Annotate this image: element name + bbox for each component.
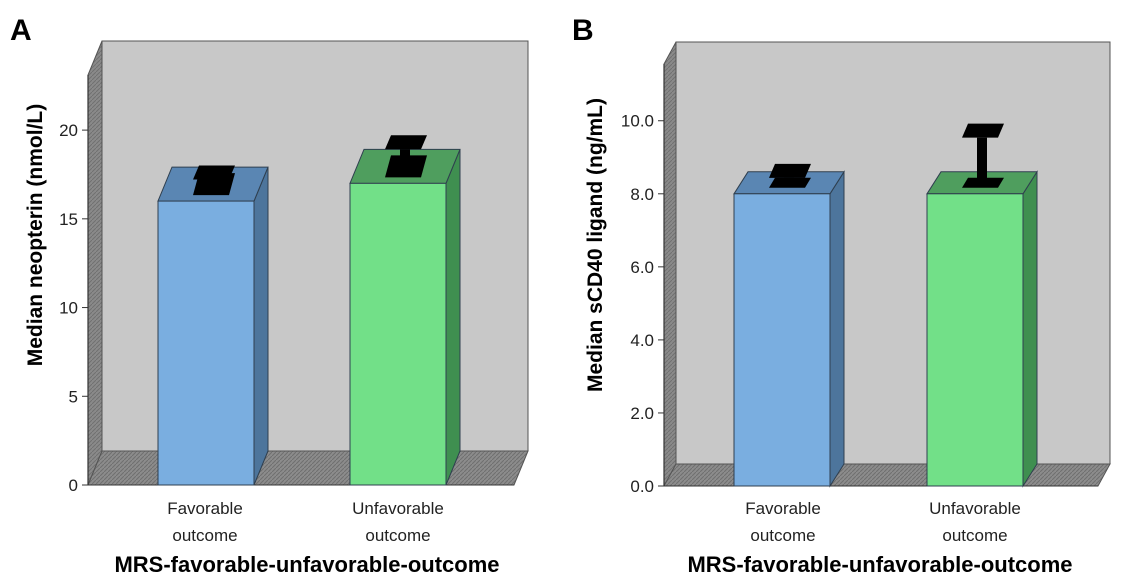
y-tick-label: 20 <box>59 121 78 140</box>
bar-side <box>253 166 269 486</box>
error-cap <box>193 165 235 180</box>
bar-1 <box>349 135 461 486</box>
x-axis-title-a: MRS-favorable-unfavorable-outcome <box>114 552 499 577</box>
x-axis-title-b: MRS-favorable-unfavorable-outcome <box>687 552 1072 577</box>
error-stem <box>977 137 987 183</box>
panel-label-a: A <box>10 14 32 47</box>
error-cap <box>769 163 811 178</box>
chart-a-marks <box>87 40 529 486</box>
error-cap <box>962 123 1004 138</box>
chart-panel-b: B 0.0 2.0 4.0 6.0 8.0 10.0 Favorable outcome Un… <box>572 14 1111 577</box>
y-tick-label: 5 <box>69 387 78 406</box>
x-category-label: Favorable <box>745 499 821 518</box>
error-base <box>769 177 811 188</box>
x-category-label: outcome <box>942 526 1007 545</box>
y-tick-label: 8.0 <box>630 185 654 204</box>
error-bar <box>769 163 811 188</box>
y-tick-label: 6.0 <box>630 258 654 277</box>
bar-side <box>1022 170 1038 488</box>
bar-front <box>926 193 1024 487</box>
bar-0 <box>157 165 269 486</box>
floor <box>663 463 1111 487</box>
x-category-label: Favorable <box>167 499 243 518</box>
chart-b-ticks: 0.0 2.0 4.0 6.0 8.0 10.0 <box>621 112 664 496</box>
bar-side <box>829 170 845 488</box>
error-cap <box>385 135 427 150</box>
error-bar <box>385 135 427 178</box>
y-tick-label: 4.0 <box>630 331 654 350</box>
y-axis-title-a: Median neopterin (nmol/L) <box>24 104 47 367</box>
x-category-label: Unfavorable <box>929 499 1021 518</box>
y-tick-label: 0.0 <box>630 477 654 496</box>
error-bar <box>193 165 235 196</box>
bar-front <box>349 182 447 486</box>
floor <box>87 450 529 486</box>
side-wall <box>87 40 103 486</box>
chart-b-categories: Favorable outcome Unfavorable outcome <box>745 499 1021 545</box>
y-tick-label: 15 <box>59 210 78 229</box>
y-tick-label: 0 <box>69 476 78 495</box>
bar-side <box>445 149 461 486</box>
chart-a-categories: Favorable outcome Unfavorable outcome <box>167 499 444 545</box>
chart-a-ticks: 0 5 10 15 20 <box>59 121 88 495</box>
bar-front <box>733 193 831 487</box>
chart-panel-a: A 0 5 10 15 20 Favorable outcome Unfavorable ou… <box>10 14 529 577</box>
y-tick-label: 2.0 <box>630 404 654 423</box>
bar-front <box>157 200 255 486</box>
x-category-label: outcome <box>750 526 815 545</box>
side-wall <box>663 41 677 487</box>
chart-b-marks <box>663 41 1111 488</box>
error-bar <box>962 123 1004 188</box>
y-axis-title-b: Median sCD40 ligand (ng/mL) <box>584 98 607 392</box>
y-tick-label: 10 <box>59 299 78 318</box>
x-category-label: outcome <box>172 526 237 545</box>
x-category-label: outcome <box>365 526 430 545</box>
x-category-label: Unfavorable <box>352 499 444 518</box>
error-base <box>962 177 1004 188</box>
y-tick-label: 10.0 <box>621 112 654 131</box>
error-base <box>385 155 427 178</box>
panel-label-b: B <box>572 14 594 47</box>
bar-0 <box>733 163 845 488</box>
bar-1 <box>926 123 1038 488</box>
